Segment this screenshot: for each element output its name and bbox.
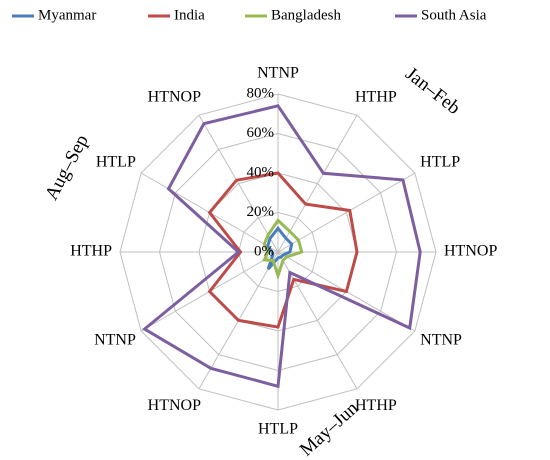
tick-label: 80% (247, 85, 275, 101)
legend-label: Myanmar (38, 7, 96, 23)
spoke (198, 114, 279, 253)
category-label: HTNOP (148, 89, 201, 106)
tick-label: 0% (254, 243, 274, 259)
category-label: NTNP (257, 65, 299, 82)
legend-label: Bangladesh (271, 7, 341, 23)
labels: NTNP HTHP HTLP HTNOP NTNP HTHP HTLP HTNOP NTNP HT… (70, 65, 497, 438)
annotation: Jan–Feb (401, 63, 464, 119)
spoke (277, 172, 416, 253)
annotation: Aug–Sep (41, 131, 93, 203)
tick-label: 60% (247, 125, 275, 141)
series-line (141, 104, 422, 389)
category-label: HTHP (355, 397, 397, 414)
category-label: HTLP (258, 421, 298, 438)
category-label: HTHP (70, 243, 112, 260)
category-label: HTHP (355, 89, 397, 106)
legend-label: South Asia (421, 7, 487, 23)
series-line (207, 171, 359, 329)
category-label: HTNOP (148, 397, 201, 414)
tick-label: 40% (247, 164, 275, 180)
grid (119, 93, 437, 411)
category-label: NTNP (94, 332, 136, 349)
category-label: HTNOP (444, 243, 497, 260)
legend-label: India (174, 7, 205, 23)
series (141, 104, 422, 389)
tick-label: 20% (247, 204, 275, 220)
spoke (277, 114, 358, 253)
category-label: NTNP (420, 332, 462, 349)
category-label: HTLP (96, 154, 136, 171)
category-label: HTLP (420, 154, 460, 171)
series-line (266, 225, 294, 271)
annotation: May–Jun (296, 397, 363, 460)
series-line (261, 218, 304, 281)
